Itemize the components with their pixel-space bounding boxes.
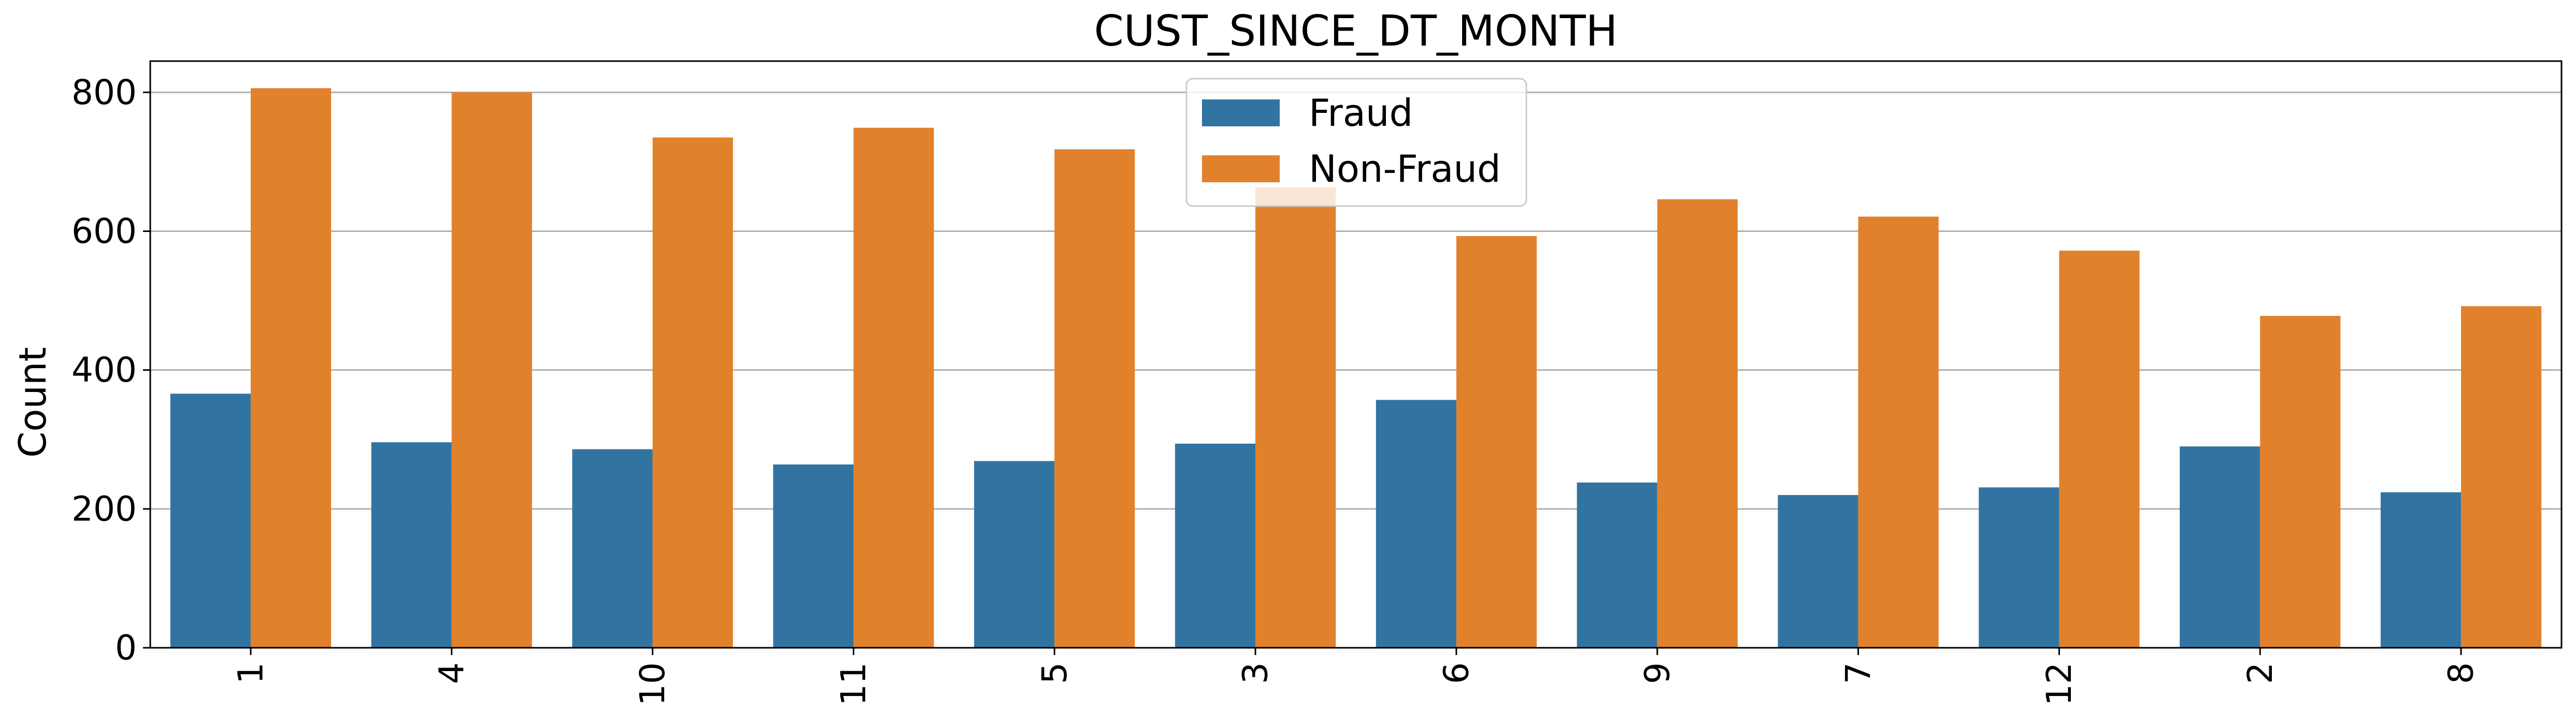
x-tick-label-6: 6 [1436,662,1476,684]
x-tick-label-10: 10 [633,662,672,706]
x-tick-label-8: 8 [2441,662,2481,684]
bar-fraud-11 [773,464,854,648]
bar-fraud-7 [1778,495,1858,648]
y-tick-label-2: 400 [71,350,137,390]
x-tick-label-4: 4 [432,662,471,684]
x-tick-label-11: 11 [834,662,874,706]
bar-fraud-9 [1577,482,1657,648]
bar-fraud-6 [1376,400,1456,648]
bar-non-fraud-11 [853,127,934,648]
x-tick-label-12: 12 [2039,662,2079,706]
x-tick-label-3: 3 [1236,662,1276,684]
bar-fraud-10 [572,449,653,648]
y-tick-label-4: 800 [71,72,137,112]
x-tick-label-2: 2 [2240,662,2280,684]
bar-non-fraud-8 [2461,306,2542,648]
x-tick-label-9: 9 [1637,662,1677,684]
bar-fraud-5 [974,461,1055,648]
x-tick-label-5: 5 [1035,662,1075,684]
y-axis-title: Count [11,347,54,458]
bar-fraud-2 [2180,446,2260,648]
legend-label-fraud: Fraud [1309,91,1413,135]
chart-title: CUST_SINCE_DT_MONTH [1094,7,1618,56]
bar-non-fraud-2 [2260,316,2341,648]
bar-non-fraud-4 [451,92,532,648]
bar-non-fraud-7 [1858,216,1939,648]
bar-non-fraud-9 [1657,199,1738,648]
y-tick-label-0: 0 [115,628,137,668]
bar-fraud-3 [1175,443,1256,648]
axes: 0 200 400 600 800 1 4 10 11 5 3 6 9 7 12 2 8 [71,60,2563,706]
bar-non-fraud-6 [1456,236,1537,648]
bar-non-fraud-10 [652,137,733,648]
x-tick-label-7: 7 [1838,662,1878,684]
x-tick-label-1: 1 [231,662,270,684]
y-tick-label-1: 200 [71,489,137,529]
bar-non-fraud-5 [1054,149,1135,648]
bar-fraud-8 [2380,492,2461,648]
legend-label-non-fraud: Non-Fraud [1309,147,1501,191]
bars [170,88,2542,648]
legend-swatch-non-fraud [1202,155,1280,182]
legend: Fraud Non-Fraud [1185,78,1527,207]
bar-fraud-12 [1979,487,2059,648]
bar-fraud-4 [371,442,452,648]
axes-frame [149,60,2563,649]
bar-non-fraud-1 [250,88,332,648]
bar-fraud-1 [170,394,251,648]
y-tick-label-3: 600 [71,211,137,251]
bar-non-fraud-12 [2059,251,2140,648]
bar-non-fraud-3 [1255,187,1336,648]
legend-swatch-fraud [1202,99,1280,126]
